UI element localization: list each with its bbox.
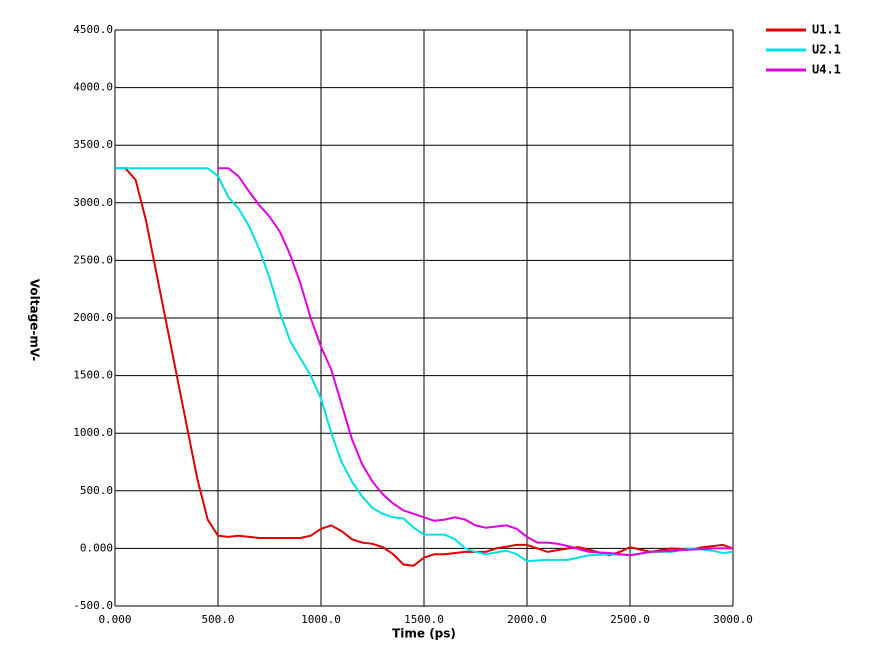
x-tick-label: 1000.0 [301, 613, 341, 626]
y-tick-label: -500.0 [73, 599, 113, 612]
series-line [115, 167, 734, 567]
y-tick-label: 2000.0 [73, 311, 113, 324]
legend-label: U4.1 [812, 63, 841, 77]
y-tick-label: 0.000 [80, 541, 113, 554]
y-tick-label: 3500.0 [73, 138, 113, 151]
y-tick-label: 1500.0 [73, 369, 113, 382]
x-tick-label: 500.0 [201, 613, 234, 626]
y-tick-label: 1000.0 [73, 426, 113, 439]
y-tick-label: 2500.0 [73, 253, 113, 266]
y-tick-label: 4500.0 [73, 23, 113, 36]
x-tick-label: 2000.0 [507, 613, 547, 626]
x-tick-label: 1500.0 [404, 613, 444, 626]
series-line [218, 167, 733, 557]
y-tick-label: 4000.0 [73, 81, 113, 94]
x-axis-title: Time (ps) [392, 627, 456, 641]
x-tick-label: 3000.0 [713, 613, 753, 626]
legend-label: U1.1 [812, 23, 841, 37]
x-tick-label: 0.000 [98, 613, 131, 626]
y-tick-label: 3000.0 [73, 196, 113, 209]
legend-label: U2.1 [812, 43, 841, 57]
x-tick-label: 2500.0 [610, 613, 650, 626]
y-axis-title: Voltage-mV- [28, 279, 42, 361]
y-tick-label: 500.0 [80, 484, 113, 497]
